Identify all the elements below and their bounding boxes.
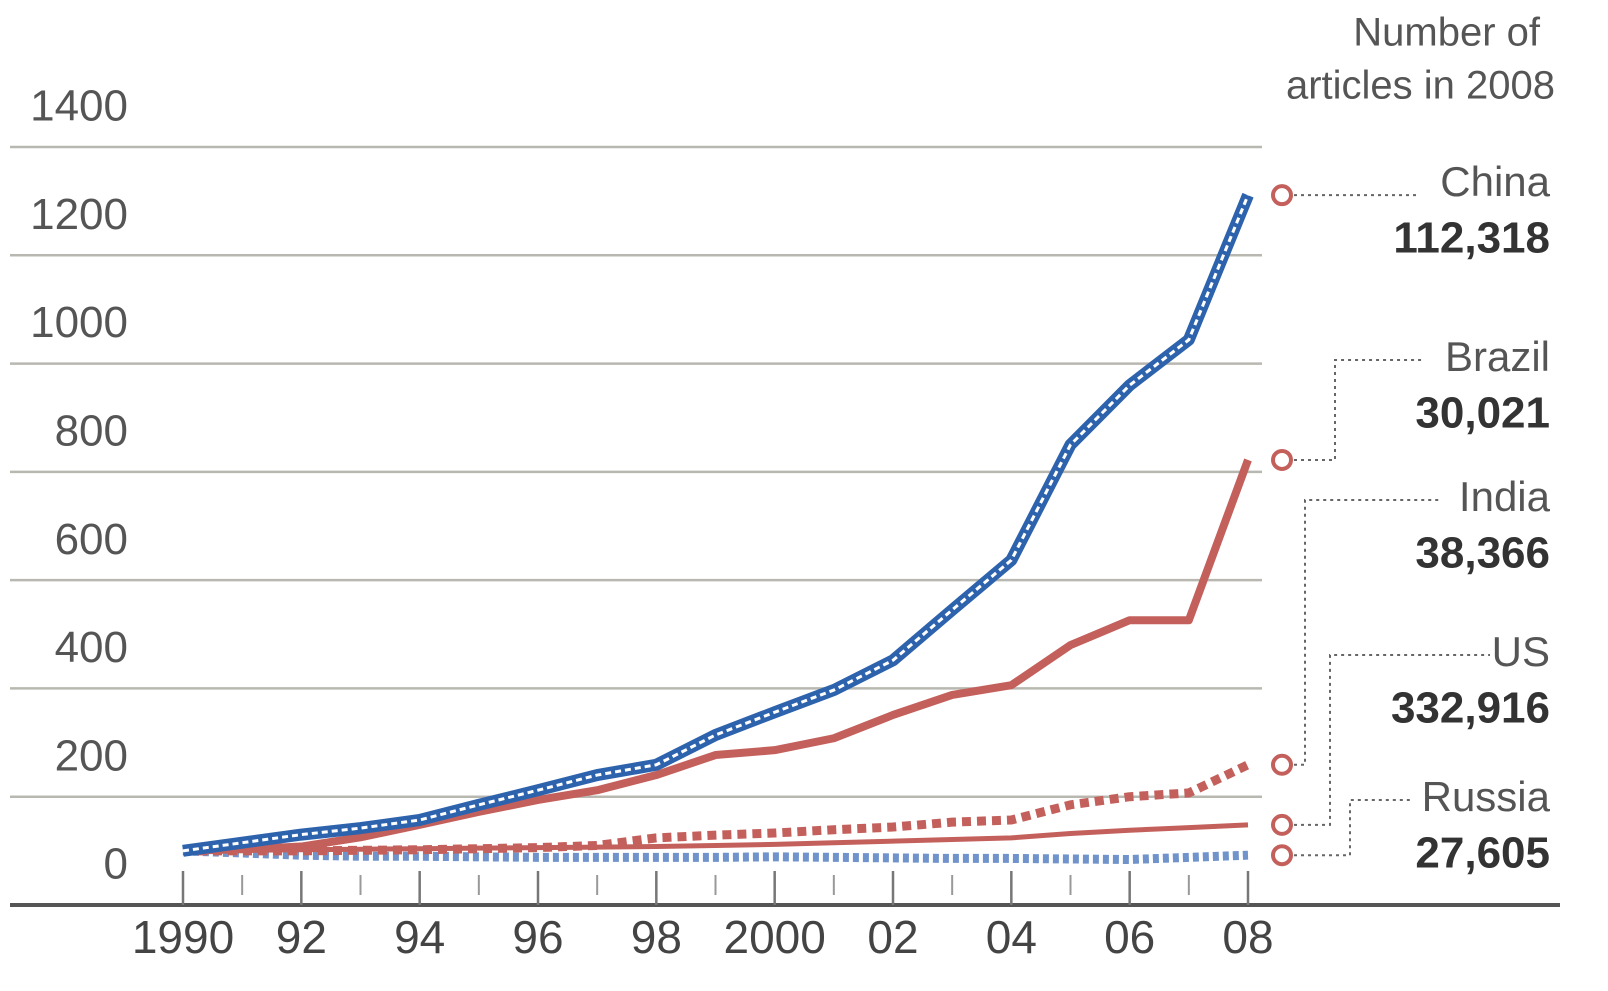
y-tick-label: 800 xyxy=(55,406,128,455)
legend-value: 27,605 xyxy=(1415,829,1550,878)
end-marker xyxy=(1271,448,1293,471)
series-line xyxy=(183,760,1250,856)
x-tick-label: 98 xyxy=(631,911,682,963)
x-tick-label: 04 xyxy=(986,911,1037,963)
y-tick-label: 1400 xyxy=(30,82,128,131)
legend-label: Brazil xyxy=(1445,333,1550,380)
x-tick-label: 02 xyxy=(867,911,918,963)
legend-value: 38,366 xyxy=(1415,529,1550,578)
y-tick-label: 0 xyxy=(104,840,128,889)
legend-value: 30,021 xyxy=(1415,389,1550,438)
legend-label: China xyxy=(1440,158,1550,205)
y-tick-label: 1000 xyxy=(30,298,128,347)
connector xyxy=(1294,799,1410,857)
end-marker xyxy=(1271,813,1293,836)
end-marker xyxy=(1271,184,1293,207)
x-tick-label: 06 xyxy=(1104,911,1155,963)
legend-title: Number of xyxy=(1353,11,1541,55)
legend-label: US xyxy=(1492,628,1550,675)
y-tick-label: 200 xyxy=(55,731,128,780)
end-marker xyxy=(1271,844,1293,867)
series-line xyxy=(182,458,1252,855)
x-tick-label: 96 xyxy=(512,911,563,963)
x-tick-label: 1990 xyxy=(132,911,234,963)
x-tick-label: 94 xyxy=(394,911,445,963)
connector xyxy=(1294,359,1425,461)
connector xyxy=(1294,654,1490,826)
legend-label: Russia xyxy=(1422,773,1551,820)
series-line xyxy=(182,822,1249,854)
legend-title: articles in 2008 xyxy=(1286,64,1555,108)
x-tick-label: 92 xyxy=(276,911,327,963)
legend-value: 332,916 xyxy=(1391,684,1550,733)
y-tick-label: 1200 xyxy=(30,190,128,239)
y-tick-label: 400 xyxy=(55,623,128,672)
x-tick-label: 08 xyxy=(1222,911,1273,963)
series-line xyxy=(182,194,1250,853)
x-tick-label: 2000 xyxy=(723,911,825,963)
connector xyxy=(1294,499,1440,766)
legend-label: India xyxy=(1459,473,1551,520)
y-tick-label: 600 xyxy=(55,515,128,564)
series-line xyxy=(182,846,1249,865)
legend-value: 112,318 xyxy=(1393,214,1550,263)
end-marker xyxy=(1271,753,1293,776)
